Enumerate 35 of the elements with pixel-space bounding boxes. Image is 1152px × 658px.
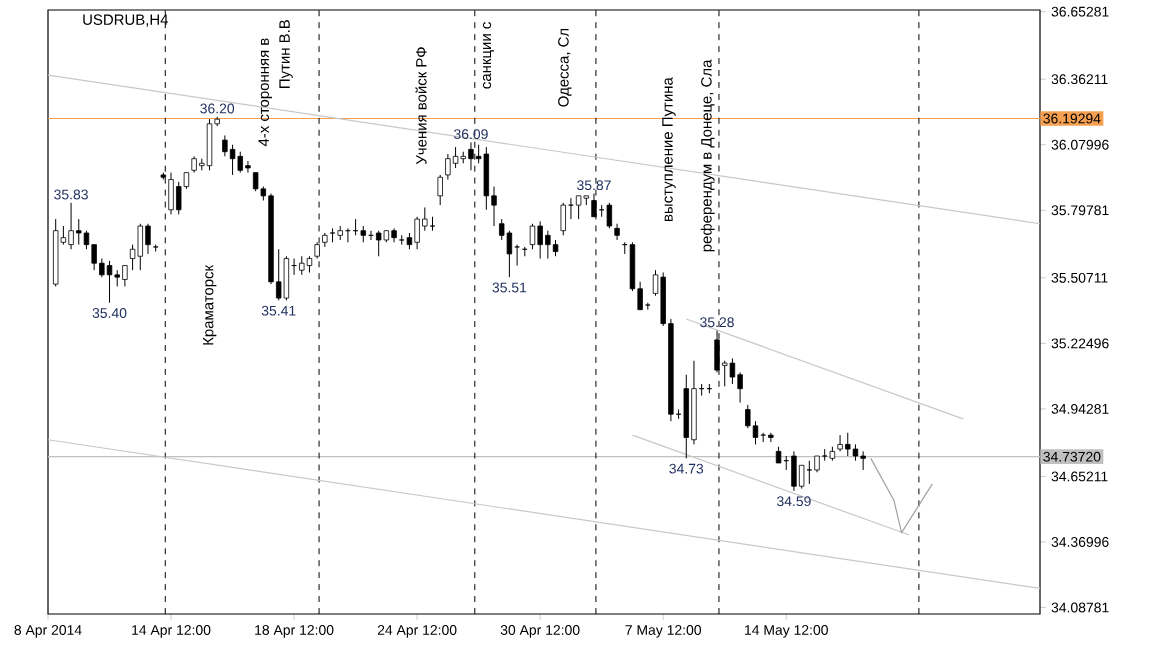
candlestick	[245, 160, 251, 174]
candlestick	[222, 134, 228, 157]
candlestick	[414, 216, 420, 250]
candlestick	[206, 118, 213, 171]
candlestick	[299, 255, 305, 276]
candlestick	[614, 223, 620, 241]
candlestick	[76, 218, 82, 246]
candlestick	[806, 460, 813, 485]
candlestick	[729, 357, 736, 385]
candlestick	[145, 223, 151, 255]
candlestick	[537, 220, 543, 260]
candlestick	[606, 202, 613, 229]
candlestick	[122, 265, 128, 287]
candlestick	[237, 151, 243, 174]
candlestick	[506, 230, 513, 278]
candlestick	[445, 153, 451, 181]
candlestick	[545, 230, 551, 260]
candlestick	[375, 230, 382, 257]
candlestick	[845, 432, 851, 457]
candlestick	[791, 450, 797, 492]
candlestick	[252, 172, 259, 192]
candlestick	[283, 255, 290, 301]
candlestick	[860, 450, 866, 471]
candlestick	[68, 202, 74, 250]
candlestick	[229, 144, 236, 176]
line-series	[870, 457, 933, 534]
candlestick	[837, 434, 843, 452]
candlestick	[452, 146, 459, 169]
candlestick	[483, 146, 490, 211]
candlestick	[106, 260, 113, 304]
candlestick	[529, 223, 536, 250]
candlestick	[575, 195, 582, 220]
candlestick	[137, 223, 143, 271]
candlestick	[437, 174, 443, 206]
candlestick	[560, 202, 566, 236]
